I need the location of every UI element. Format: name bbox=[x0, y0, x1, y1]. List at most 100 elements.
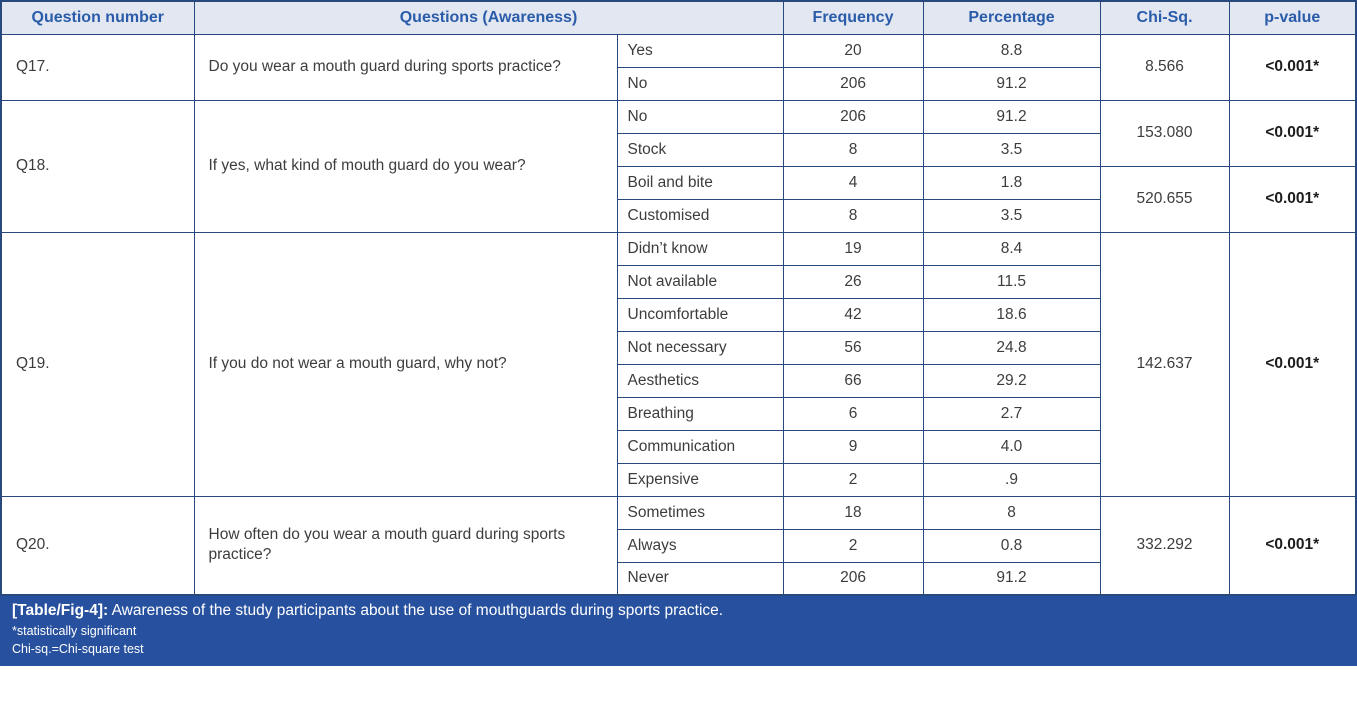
p-value-cell: <0.001* bbox=[1228, 495, 1357, 596]
caption-note-significance: *statistically significant bbox=[12, 623, 137, 638]
option-cell: Always bbox=[616, 528, 784, 563]
option-cell: Sometimes bbox=[616, 495, 784, 530]
question-cell: If you do not wear a mouth guard, why no… bbox=[193, 231, 618, 497]
frequency-cell: 42 bbox=[782, 297, 924, 332]
header-percentage: Percentage bbox=[922, 0, 1101, 35]
frequency-cell: 4 bbox=[782, 165, 924, 200]
table-row: Q17. Do you wear a mouth guard during sp… bbox=[0, 33, 1357, 101]
frequency-cell: 6 bbox=[782, 396, 924, 431]
percentage-cell: 11.5 bbox=[922, 264, 1101, 299]
table-row: Boil and bite 4 1.8 520.655 <0.001* bbox=[1, 165, 1357, 233]
table-row: Expensive 2 .9 bbox=[1, 462, 1356, 497]
table-row: Communication 9 4.0 bbox=[1, 429, 1356, 464]
figure-caption: [Table/Fig-4]: Awareness of the study pa… bbox=[12, 601, 1345, 622]
table-row: Aesthetics 66 29.2 bbox=[1, 363, 1356, 398]
header-chi-sq: Chi-Sq. bbox=[1099, 0, 1230, 35]
frequency-cell: 206 bbox=[782, 66, 924, 101]
option-cell: Didn’t know bbox=[616, 231, 784, 266]
table-row: Never 206 91.2 bbox=[1, 561, 1356, 596]
table-row: Not available 26 11.5 bbox=[1, 264, 1356, 299]
chi-sq-cell: 332.292 bbox=[1099, 495, 1230, 596]
header-row: Question number Questions (Awareness) Fr… bbox=[0, 0, 1357, 35]
table-row: Not necessary 56 24.8 bbox=[1, 330, 1356, 365]
table-row: Q20. How often do you wear a mouth guard… bbox=[0, 495, 1357, 596]
percentage-cell: 8 bbox=[922, 495, 1101, 530]
option-cell: Communication bbox=[616, 429, 784, 464]
frequency-cell: 19 bbox=[782, 231, 924, 266]
caption-label: [Table/Fig-4]: bbox=[12, 602, 109, 619]
awareness-table: Question number Questions (Awareness) Fr… bbox=[0, 0, 1357, 596]
question-number-cell: Q17. bbox=[0, 33, 195, 101]
option-cell: No bbox=[616, 66, 784, 101]
percentage-cell: 91.2 bbox=[922, 99, 1101, 134]
question-number-cell: Q19. bbox=[0, 231, 195, 497]
p-value-cell: <0.001* bbox=[1228, 231, 1357, 497]
frequency-cell: 66 bbox=[782, 363, 924, 398]
frequency-cell: 206 bbox=[782, 99, 924, 134]
option-cell: Expensive bbox=[616, 462, 784, 497]
percentage-cell: 8.4 bbox=[922, 231, 1101, 266]
percentage-cell: 24.8 bbox=[922, 330, 1101, 365]
percentage-cell: 0.8 bbox=[922, 528, 1101, 563]
question-number-cell: Q20. bbox=[0, 495, 195, 596]
table-row: Always 2 0.8 bbox=[1, 528, 1356, 563]
option-cell: Uncomfortable bbox=[616, 297, 784, 332]
header-frequency: Frequency bbox=[782, 0, 924, 35]
percentage-cell: 29.2 bbox=[922, 363, 1101, 398]
table-row: Customised 8 3.5 bbox=[1, 198, 1356, 233]
option-cell: Not necessary bbox=[616, 330, 784, 365]
option-cell: Aesthetics bbox=[616, 363, 784, 398]
option-cell: No bbox=[616, 99, 784, 134]
percentage-cell: 8.8 bbox=[922, 33, 1101, 68]
header-question-number: Question number bbox=[0, 0, 195, 35]
option-cell: Yes bbox=[616, 33, 784, 68]
p-value-cell: <0.001* bbox=[1228, 99, 1357, 167]
frequency-cell: 9 bbox=[782, 429, 924, 464]
table-row: Breathing 6 2.7 bbox=[1, 396, 1356, 431]
percentage-cell: 4.0 bbox=[922, 429, 1101, 464]
chi-sq-cell: 142.637 bbox=[1099, 231, 1230, 497]
caption-note-chi-square: Chi-sq.=Chi-square test bbox=[12, 642, 144, 657]
table-row: Q18. If yes, what kind of mouth guard do… bbox=[0, 99, 1357, 233]
percentage-cell: 18.6 bbox=[922, 297, 1101, 332]
frequency-cell: 8 bbox=[782, 198, 924, 233]
option-cell: Breathing bbox=[616, 396, 784, 431]
percentage-cell: 1.8 bbox=[922, 165, 1101, 200]
table-figure: Question number Questions (Awareness) Fr… bbox=[0, 0, 1357, 667]
percentage-cell: 91.2 bbox=[922, 561, 1101, 596]
frequency-cell: 20 bbox=[782, 33, 924, 68]
frequency-cell: 18 bbox=[782, 495, 924, 530]
caption-text: Awareness of the study participants abou… bbox=[111, 602, 724, 619]
question-number-cell: Q18. bbox=[0, 99, 195, 233]
table-row: Q19. If you do not wear a mouth guard, w… bbox=[0, 231, 1357, 497]
frequency-cell: 206 bbox=[782, 561, 924, 596]
percentage-cell: 2.7 bbox=[922, 396, 1101, 431]
table-row: Stock 8 3.5 bbox=[1, 132, 1356, 167]
header-p-value: p-value bbox=[1228, 0, 1357, 35]
p-value-cell: <0.001* bbox=[1228, 165, 1357, 233]
question-cell: Do you wear a mouth guard during sports … bbox=[193, 33, 618, 101]
table-row: No 206 91.2 bbox=[1, 66, 1356, 101]
frequency-cell: 2 bbox=[782, 462, 924, 497]
figure-caption-bar: [Table/Fig-4]: Awareness of the study pa… bbox=[0, 596, 1357, 667]
option-cell: Stock bbox=[616, 132, 784, 167]
option-cell: Not available bbox=[616, 264, 784, 299]
frequency-cell: 2 bbox=[782, 528, 924, 563]
frequency-cell: 8 bbox=[782, 132, 924, 167]
option-cell: Boil and bite bbox=[616, 165, 784, 200]
option-cell: Customised bbox=[616, 198, 784, 233]
option-cell: Never bbox=[616, 561, 784, 596]
question-cell: How often do you wear a mouth guard duri… bbox=[193, 495, 618, 596]
percentage-cell: 3.5 bbox=[922, 132, 1101, 167]
chi-sq-cell: 8.566 bbox=[1099, 33, 1230, 101]
frequency-cell: 26 bbox=[782, 264, 924, 299]
chi-sq-cell: 153.080 bbox=[1099, 99, 1230, 167]
header-questions-awareness: Questions (Awareness) bbox=[193, 0, 784, 35]
question-cell: If yes, what kind of mouth guard do you … bbox=[193, 99, 618, 233]
percentage-cell: .9 bbox=[922, 462, 1101, 497]
p-value-cell: <0.001* bbox=[1228, 33, 1357, 101]
percentage-cell: 3.5 bbox=[922, 198, 1101, 233]
percentage-cell: 91.2 bbox=[922, 66, 1101, 101]
frequency-cell: 56 bbox=[782, 330, 924, 365]
chi-sq-cell: 520.655 bbox=[1099, 165, 1230, 233]
